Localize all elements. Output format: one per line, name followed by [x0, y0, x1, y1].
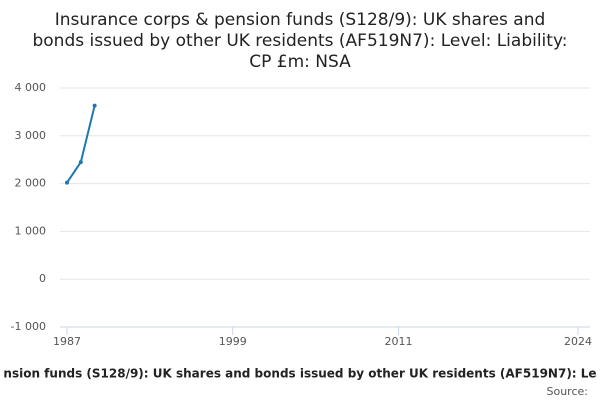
y-tick-label: 4 000	[15, 81, 47, 94]
y-tick-label: -1 000	[11, 320, 46, 333]
y-tick-label: 3 000	[15, 129, 47, 142]
chart-title: Insurance corps & pension funds (S128/9)…	[32, 10, 567, 72]
x-tick-label: 2024	[564, 335, 592, 348]
x-axis-label: nsion funds (S128/9): UK shares and bond…	[3, 367, 596, 381]
x-tick-label: 1987	[53, 335, 81, 348]
x-tick-label: 1999	[219, 335, 247, 348]
point	[65, 180, 69, 185]
line	[66, 105, 96, 184]
point	[92, 103, 97, 108]
point	[78, 160, 83, 165]
y-tick-label: 2 000	[15, 177, 47, 190]
source: Source:	[547, 385, 589, 398]
x-tick-label: 2011	[384, 335, 412, 348]
y-tick-label: 0	[39, 272, 46, 285]
y-tick-label: 1 000	[15, 224, 47, 237]
